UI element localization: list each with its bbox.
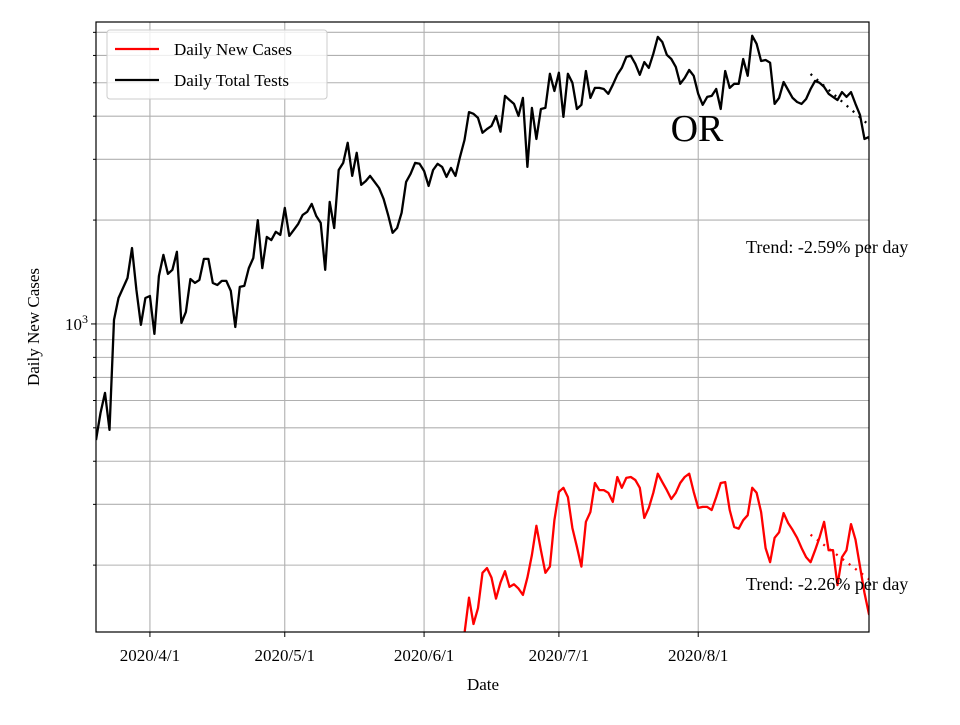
tests-trend-line <box>809 73 869 127</box>
ticks: 103 2020/4/1 2020/5/1 2020/6/1 2020/7/1 2020/… <box>65 31 728 665</box>
x-tick-label: 2020/6/1 <box>394 646 454 665</box>
legend-label-cases: Daily New Cases <box>174 40 292 59</box>
y-axis-label: Daily New Cases <box>24 268 43 386</box>
x-tick-label: 2020/8/1 <box>668 646 728 665</box>
x-tick-label: 2020/4/1 <box>120 646 180 665</box>
legend: Daily New Cases Daily Total Tests <box>106 29 328 100</box>
legend-label-tests: Daily Total Tests <box>174 71 289 90</box>
plot-frame <box>95 21 870 633</box>
cases-trend-line <box>809 533 869 581</box>
legend-box <box>106 29 328 100</box>
series-layer <box>96 34 869 632</box>
grid <box>96 22 869 632</box>
x-tick-label: 2020/5/1 <box>255 646 315 665</box>
state-annotation: OR <box>671 108 724 150</box>
y-tick-label: 103 <box>65 312 88 334</box>
tests-trend-label: Trend: -2.59% per day <box>746 237 908 257</box>
cases-trend-label: Trend: -2.26% per day <box>746 574 908 594</box>
daily-total-tests-line <box>96 34 869 441</box>
x-tick-label: 2020/7/1 <box>529 646 589 665</box>
x-axis-label: Date <box>467 675 499 694</box>
daily-new-cases-line <box>463 472 869 632</box>
